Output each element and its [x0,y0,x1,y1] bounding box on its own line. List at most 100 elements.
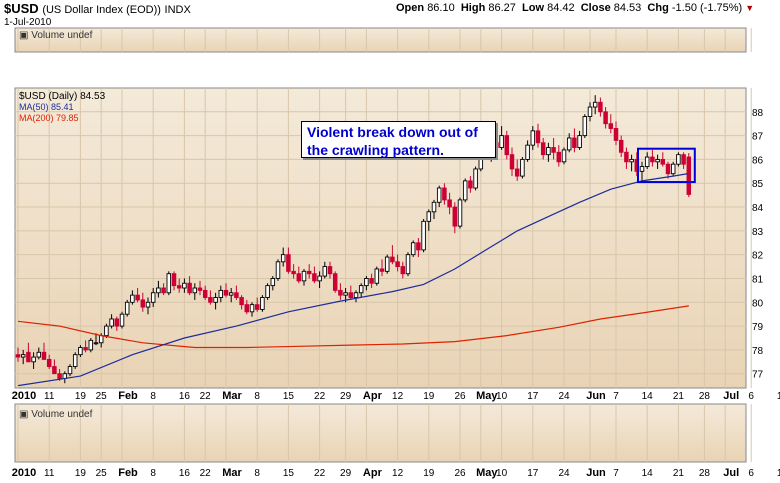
high-label: High [460,2,486,14]
candle-body [608,123,614,129]
open-label: Open [396,2,425,14]
candle-body [280,254,286,263]
candle-body [374,268,380,284]
x-tick-label-top: 12 [777,391,780,402]
candle-body [135,294,140,301]
high-value: 86.27 [488,2,516,14]
candle-body [312,273,317,282]
candle-body [535,130,541,144]
candle-body [660,158,666,165]
candle-body [26,351,31,363]
y-tick-label: 88 [752,108,764,119]
legend-ma50: MA(50) 85.41 [19,102,74,112]
candle-body [208,297,213,303]
annotation-line-1: Violent break down out of [307,124,478,140]
x-tick-label-top: Jul [723,390,739,402]
candle-body [426,211,432,222]
ohlc-readout: Open 86.10 High 86.27 Low 84.42 Close 84… [396,2,754,14]
x-tick-label-bottom: 19 [75,468,87,479]
chart-header: $USD (US Dollar Index (EOD)) INDX 1-Jul-… [0,0,780,34]
x-tick-label-bottom: May [476,467,498,479]
legend-price: $USD (Daily) 84.53 [19,91,106,102]
candle-body [57,373,62,379]
x-tick-label-bottom: 11 [44,468,55,479]
change-value: -1.50 (-1.75%) [671,2,743,14]
x-tick-label-bottom: 19 [423,468,435,479]
candle-body [322,266,328,277]
candle-body [31,356,36,363]
close-label: Close [580,2,611,14]
x-tick-label-bottom: 7 [613,468,619,479]
candle-body [384,256,390,272]
candle-body [379,268,385,272]
candle-body [171,273,177,287]
quote-date: 1-Jul-2010 [4,17,52,28]
x-tick-label-top: 28 [699,391,711,402]
x-tick-label-bottom: 28 [699,468,711,479]
candle-body [644,156,650,168]
symbol-title: $USD (US Dollar Index (EOD)) INDX [4,1,191,16]
candle-body [41,351,47,360]
candle-body [473,168,478,189]
candle-body [369,278,374,284]
x-tick-label-bottom: Jul [723,467,739,479]
x-tick-label-top: 15 [283,391,295,402]
x-tick-label-top: Feb [118,390,138,402]
candle-body [130,294,135,303]
candle-body [176,285,182,289]
candle-body [197,287,203,291]
candle-body [624,151,629,163]
candle-body [213,297,218,303]
candle-body [410,242,416,256]
candle-body [67,366,73,375]
candle-body [400,266,406,275]
consolidation-box [637,147,696,184]
x-tick-label-bottom: 2010 [12,467,36,479]
candle-body [265,285,270,298]
candle-body [52,366,57,375]
x-tick-label-top: 29 [340,391,352,402]
x-tick-label-bottom: 25 [96,468,108,479]
x-tick-label-top: 22 [314,391,326,402]
x-tick-label-bottom: 21 [673,468,685,479]
candle-body [572,137,577,148]
candle-body [192,287,198,294]
candle-body [499,135,504,148]
candle-body [46,358,52,368]
x-tick-label-bottom: 12 [777,468,780,479]
x-tick-label-top: 7 [613,391,619,402]
candle-body [244,304,250,313]
candle-body [223,289,229,296]
y-tick-label: 83 [752,227,764,238]
candle-body [540,142,546,156]
x-tick-label-bottom: 16 [179,468,191,479]
x-tick-label-top: 17 [527,391,539,402]
candle-body [431,201,437,213]
change-label: Chg [647,2,669,14]
x-tick-label-bottom: Apr [363,467,383,479]
candle-body [104,325,109,337]
candle-body [254,304,260,310]
candle-body [124,301,130,315]
candle-body [140,299,146,308]
candle-body [239,297,244,306]
candle-body [390,256,395,263]
candle-body [613,128,619,141]
candle-body [520,158,525,177]
candle-body [436,187,442,203]
candle-body [145,301,151,308]
x-tick-label-bottom: 8 [150,468,156,479]
candle-body [150,292,156,303]
candle-body [114,318,120,327]
x-tick-label-bottom: 22 [200,468,212,479]
x-tick-label-top: 21 [673,391,685,402]
x-tick-label-bottom: 17 [527,468,539,479]
candle-body [655,158,660,163]
x-tick-label-bottom: 12 [392,468,404,479]
x-tick-label-top: 12 [392,391,404,402]
x-tick-label-top: 2010 [12,390,36,402]
candle-body [566,137,572,151]
candle-body [629,158,634,163]
candle-body [20,354,26,358]
